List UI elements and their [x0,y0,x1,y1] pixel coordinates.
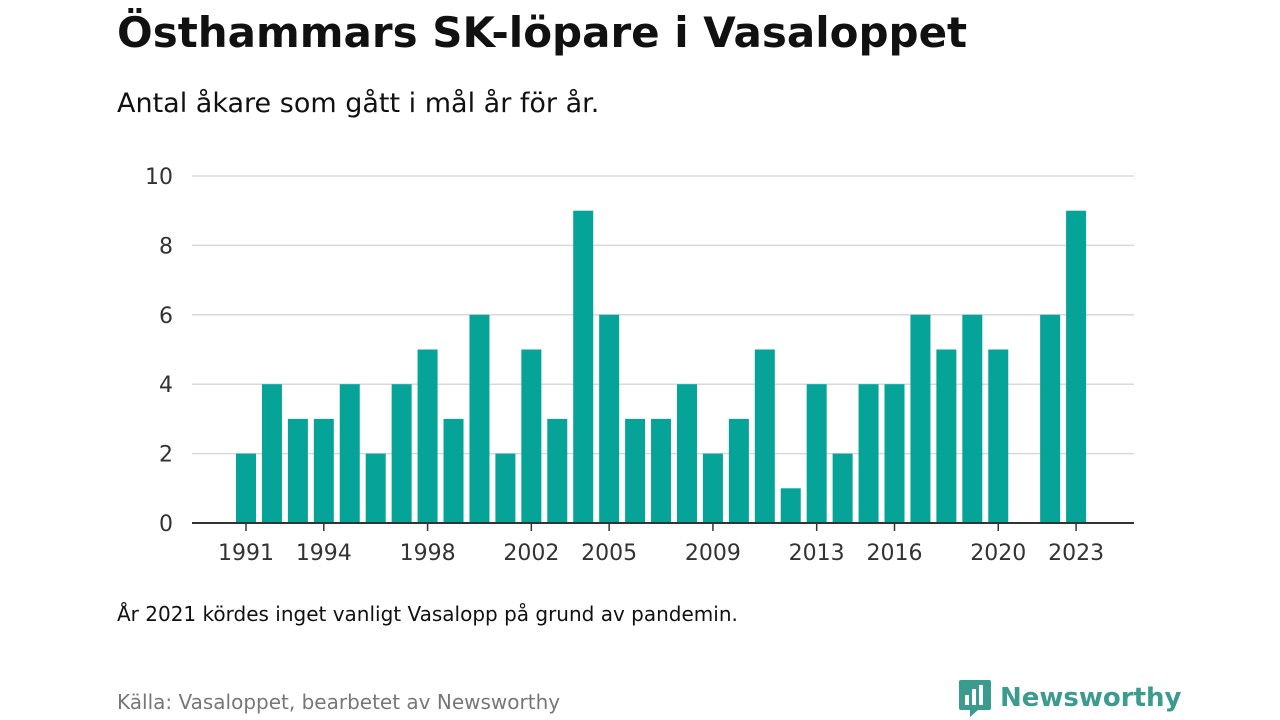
bar-1993 [287,418,308,523]
y-tick-label: 10 [145,165,173,190]
bar-2003 [547,418,568,523]
bar-1997 [391,384,412,523]
bar-2008 [676,384,697,523]
y-tick-label: 0 [159,512,173,537]
bar-2010 [728,418,749,523]
chart-note: År 2021 kördes inget vanligt Vasalopp på… [117,602,738,626]
y-tick-label: 8 [159,234,173,259]
bar-2000 [469,314,490,523]
y-tick-label: 2 [159,443,173,468]
x-tick-label: 1994 [296,541,352,566]
bar-2018 [936,349,957,523]
bar-2015 [858,384,879,523]
x-tick-label: 2009 [685,541,741,566]
x-tick-label: 2023 [1048,541,1104,566]
y-tick-label: 4 [159,373,173,398]
x-tick-label: 2016 [867,541,923,566]
bar-1992 [261,384,282,523]
bar-2005 [599,314,620,523]
bar-2012 [780,488,801,523]
x-tick-label: 1991 [218,541,274,566]
bar-2009 [702,453,723,523]
y-tick-label: 6 [159,304,173,329]
chart-subtitle: Antal åkare som gått i mål år för år. [117,88,600,119]
bar-2006 [625,418,646,523]
bar-2020 [988,349,1009,523]
x-axis-ticks: 1991 1994 1998 2002 2005 2009 2013 2016 2020 2023 [218,523,1104,566]
bars [236,210,1087,523]
bar-2013 [806,384,827,523]
bar-1996 [365,453,386,523]
bar-2023 [1066,210,1087,523]
x-tick-label: 2020 [970,541,1026,566]
bar-1991 [236,453,256,523]
bar-2001 [495,453,516,523]
x-tick-label: 2002 [503,541,559,566]
bar-2004 [573,210,594,523]
bar-2016 [884,384,905,523]
chart-title: Östhammars SK-löpare i Vasaloppet [117,8,968,57]
bar-2017 [910,314,931,523]
x-tick-label: 1998 [400,541,456,566]
x-tick-label: 2005 [581,541,637,566]
bar-1994 [313,418,334,523]
newsworthy-logo-icon [959,680,991,717]
bar-2022 [1040,314,1061,523]
newsworthy-logo-text: Newsworthy [1000,683,1182,713]
bar-2019 [962,314,983,523]
bar-1999 [443,418,464,523]
bar-chart: 0 2 4 6 8 10 1991 1994 1998 2002 2005 2009 2013 2016… [145,165,1134,566]
bar-2014 [832,453,853,523]
bar-2002 [521,349,542,523]
bar-2007 [651,418,672,523]
bar-2011 [754,349,775,523]
bar-1995 [339,384,360,523]
x-tick-label: 2013 [789,541,845,566]
bar-1998 [417,349,438,523]
newsworthy-logo: Newsworthy [958,678,1181,718]
y-axis-ticks: 0 2 4 6 8 10 [145,165,173,537]
chart-source: Källa: Vasaloppet, bearbetet av Newswort… [117,690,561,714]
